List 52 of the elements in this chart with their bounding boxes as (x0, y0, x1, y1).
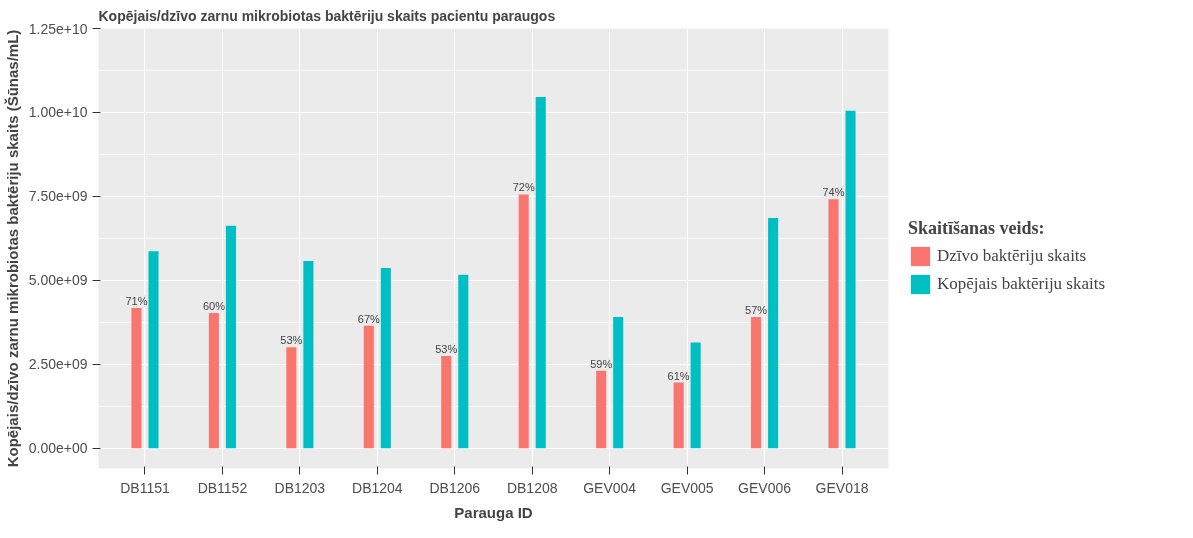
y-tick-label: 1.25e+10 (28, 20, 88, 37)
bar (225, 225, 236, 449)
bar (458, 274, 469, 449)
bar (148, 251, 159, 449)
x-axis-title: Parauga ID (454, 503, 533, 521)
bar (208, 312, 219, 449)
chart-title: Kopējais/dzīvo zarnu mikrobiotas baktēriju skaits pacientu paraugos (98, 7, 556, 24)
x-tick-label: DB1151 (120, 479, 170, 496)
bar (303, 260, 314, 449)
x-tick-label: DB1203 (274, 479, 326, 496)
annotation: 61% (667, 369, 690, 382)
annotation: 53% (435, 342, 458, 355)
bar (441, 355, 452, 449)
annotation: 74% (822, 186, 845, 199)
bar (380, 267, 391, 449)
bar (751, 317, 762, 449)
bar (596, 370, 607, 449)
legend-label: Dzīvo baktēriju skaits (937, 245, 1087, 266)
annotation: 53% (280, 334, 303, 347)
bar (613, 317, 624, 449)
annotation: 60% (202, 299, 226, 312)
x-tick-label: GEV005 (660, 479, 714, 496)
legend-label: Kopējais baktēriju skaits (937, 273, 1106, 294)
legend-title: Skaitīšanas veids: (908, 217, 1046, 239)
bar (690, 342, 701, 449)
annotation: 67% (357, 312, 381, 325)
annotation: 72% (512, 181, 535, 194)
bar (673, 382, 684, 449)
x-tick-label: GEV006 (738, 479, 792, 496)
bar (828, 199, 839, 449)
x-tick-label: DB1206 (429, 479, 481, 496)
bar (363, 325, 374, 449)
x-tick-label: GEV018 (815, 479, 869, 496)
y-axis-title: Kopējais/dzīvo zarnu mikrobiotas baktēriju skaits (Šūnas/mL) (3, 29, 21, 468)
annotation: 71% (125, 294, 148, 307)
y-tick-label: 1.00e+10 (28, 104, 88, 121)
annotation: 59% (590, 357, 613, 370)
x-tick-label: DB1204 (352, 479, 403, 496)
bar (845, 110, 856, 449)
bar (768, 217, 779, 449)
bar (518, 194, 529, 449)
y-tick-label: 2.50e+09 (28, 356, 88, 373)
bar (535, 97, 546, 449)
y-tick-label: 5.00e+09 (28, 272, 88, 289)
y-tick-label: 0.00e+00 (28, 440, 88, 457)
x-tick-label: GEV004 (583, 479, 637, 496)
annotation: 57% (745, 304, 768, 317)
bar (286, 347, 297, 449)
x-tick-label: DB1152 (197, 479, 248, 496)
bar (131, 307, 142, 449)
y-tick-label: 7.50e+09 (28, 188, 88, 205)
x-tick-label: DB1208 (506, 479, 558, 496)
